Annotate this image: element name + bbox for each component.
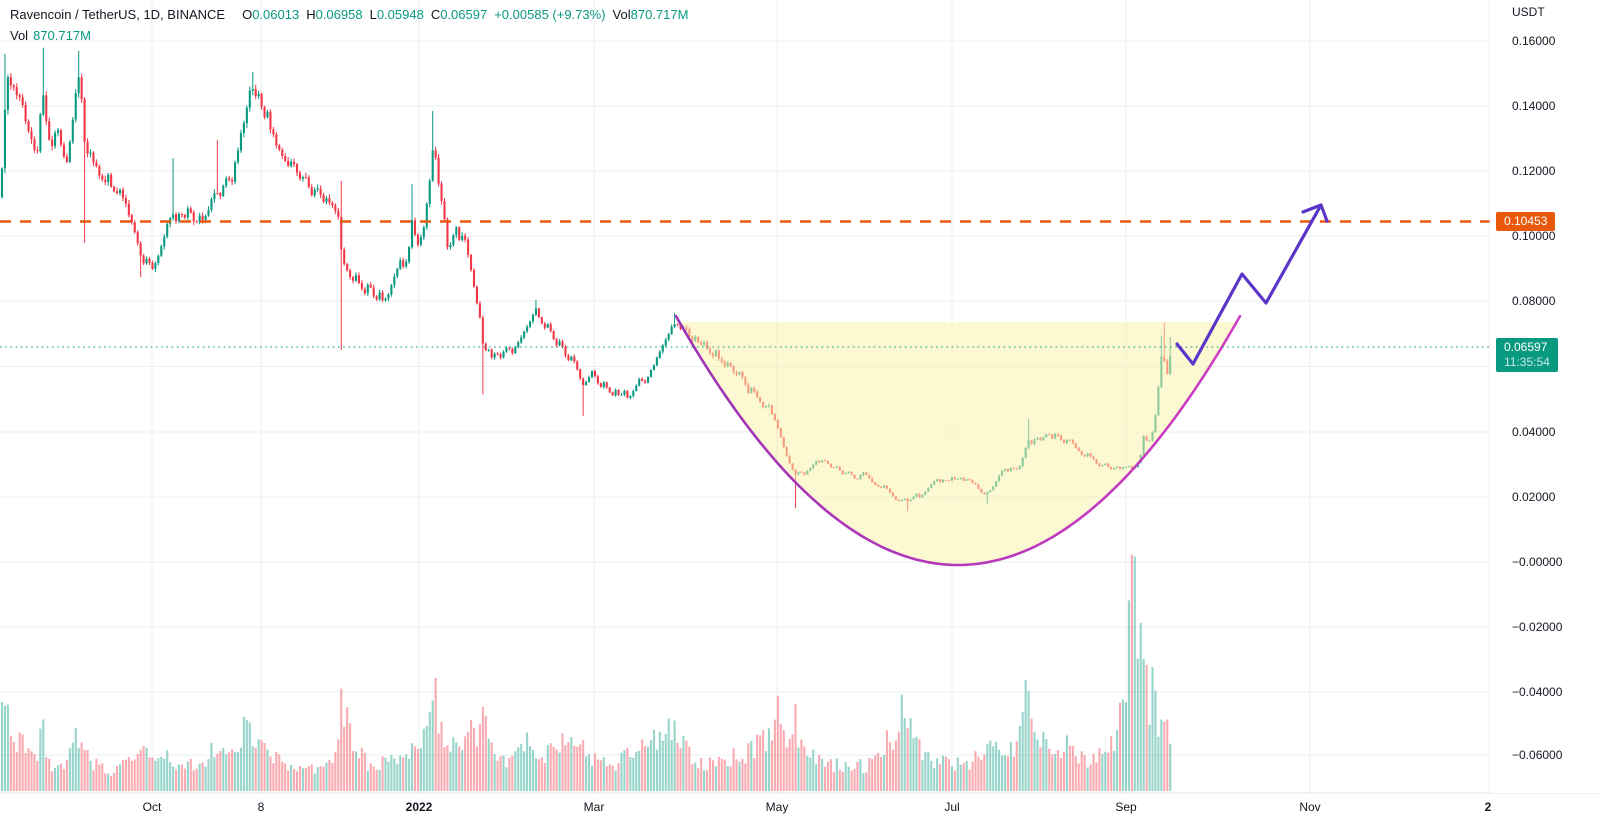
price-tick: −0.02000 (1512, 620, 1563, 634)
volume-value-inline: 870.717M (630, 7, 689, 22)
time-tick: Nov (1299, 800, 1321, 814)
price-tick: 0.04000 (1512, 425, 1556, 439)
low-value: 0.05948 (376, 7, 424, 22)
current-price-value: 0.06597 (1504, 340, 1548, 354)
time-tick: May (765, 800, 789, 814)
time-tick: 2022 (405, 800, 433, 814)
price-tick: 0.14000 (1512, 99, 1556, 113)
price-tick: −0.06000 (1512, 748, 1563, 762)
price-tick: −0.04000 (1512, 685, 1563, 699)
symbol-title[interactable]: Ravencoin / TetherUS, 1D, BINANCE (10, 7, 226, 22)
price-axis[interactable]: USDT 0.10453 0.06597 11:35:54 0.16000 0.1… (1490, 0, 1600, 793)
time-tick: Sep (1115, 800, 1137, 814)
high-value: 0.06958 (315, 7, 363, 22)
open-label: O (242, 7, 253, 22)
resistance-price-value: 0.10453 (1504, 214, 1548, 228)
close-label: C (430, 7, 441, 22)
time-tick: 8 (257, 800, 265, 814)
legend: Ravencoin / TetherUS, 1D, BINANCE O0.0601… (10, 4, 688, 46)
volume-indicator-label[interactable]: Vol (10, 28, 29, 43)
price-tick: 0.08000 (1512, 294, 1556, 308)
open-value: 0.06013 (252, 7, 300, 22)
resistance-price-badge: 0.10453 (1496, 212, 1556, 231)
time-axis[interactable]: Oct 8 2022 Mar May Jul Sep Nov 2023 (0, 794, 1491, 828)
time-tick: 2023 (1484, 800, 1491, 814)
price-tick: 0.16000 (1512, 34, 1556, 48)
volume-label-inline: Vol (612, 7, 631, 22)
price-tick: 0.12000 (1512, 164, 1556, 178)
price-tick: 0.02000 (1512, 490, 1556, 504)
current-price-badge: 0.06597 11:35:54 (1496, 338, 1558, 372)
price-tick: −0.00000 (1512, 555, 1563, 569)
price-tick: 0.10000 (1512, 229, 1556, 243)
legend-row-main: Ravencoin / TetherUS, 1D, BINANCE O0.0601… (10, 4, 688, 25)
change-value: +0.00585 (+9.73%) (494, 7, 606, 22)
volume-indicator-value: 870.717M (33, 28, 91, 43)
high-label: H (306, 7, 316, 22)
candle-countdown: 11:35:54 (1504, 355, 1550, 369)
time-tick: Oct (142, 800, 162, 814)
time-tick: Mar (583, 800, 605, 814)
axis-currency-label: USDT (1512, 5, 1545, 19)
legend-row-volume: Vol 870.717M (10, 25, 688, 46)
time-tick: Jul (944, 800, 960, 814)
close-value: 0.06597 (440, 7, 488, 22)
low-label: L (369, 7, 377, 22)
